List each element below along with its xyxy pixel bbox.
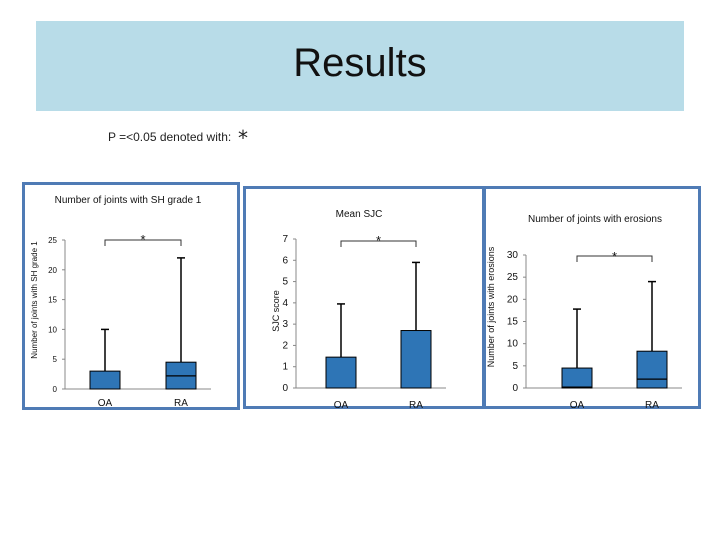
chart-panel-sh-grade: Number of joints with SH grade 1 Number o… [22, 182, 240, 410]
y-tick-label: 20 [507, 294, 519, 305]
x-tick-label: OA [570, 400, 585, 411]
y-tick-label: 15 [48, 296, 57, 305]
y-tick-label: 0 [53, 385, 58, 394]
y-tick-label: 5 [282, 277, 288, 288]
bar-oa [89, 370, 121, 390]
y-axis-label: SJC score [271, 290, 281, 332]
y-axis-label: Number of joints with erosions [486, 246, 496, 367]
x-tick-label: OA [98, 398, 113, 409]
bar-oa [325, 356, 357, 389]
x-tick-label: RA [409, 400, 423, 411]
title-banner: Results [36, 21, 684, 111]
chart-mean-sjc: Mean SJC SJC score 0 1 2 3 4 5 6 7 OA RA * [271, 209, 446, 411]
bar-oa [561, 367, 593, 389]
y-tick-label: 6 [282, 255, 288, 266]
y-tick-label: 0 [512, 383, 518, 394]
significance-symbol: * [238, 126, 248, 150]
y-tick-label: 20 [48, 266, 57, 275]
chart-panel-mean-sjc: Mean SJC SJC score 0 1 2 3 4 5 6 7 OA RA * [243, 186, 485, 411]
x-tick-label: RA [645, 400, 659, 411]
y-tick-label: 10 [507, 339, 519, 350]
significance-note: P =<0.05 denoted with: [108, 130, 232, 144]
y-tick-label: 10 [48, 325, 57, 334]
y-tick-label: 5 [53, 355, 58, 364]
y-tick-label: 3 [282, 319, 288, 330]
slide-title: Results [293, 41, 427, 85]
y-tick-label: 30 [507, 250, 519, 261]
bar-ra [400, 330, 432, 389]
significance-bracket [340, 240, 417, 247]
bar-ra [636, 350, 668, 389]
chart-title: Mean SJC [336, 209, 383, 220]
significance-bracket [104, 239, 182, 246]
y-tick-label: 0 [282, 383, 288, 394]
y-tick-label: 4 [282, 298, 288, 309]
chart-erosions: Number of joints with erosions Number of … [486, 214, 682, 411]
y-tick-label: 25 [507, 272, 519, 283]
chart-panel-erosions: Number of joints with erosions Number of … [483, 186, 701, 411]
y-tick-label: 1 [282, 362, 288, 373]
y-tick-label: 2 [282, 340, 288, 351]
chart-title: Number of joints with erosions [528, 214, 662, 225]
x-tick-label: OA [334, 400, 349, 411]
y-tick-label: 25 [48, 236, 57, 245]
chart-title: Number of joints with SH grade 1 [55, 195, 202, 206]
y-tick-label: 5 [512, 361, 518, 372]
x-tick-label: RA [174, 398, 188, 409]
significance-bracket [576, 255, 653, 262]
significance-star: * [612, 249, 617, 264]
y-tick-label: 15 [507, 317, 519, 328]
y-axis-label: Number of joints with SH grade 1 [30, 241, 39, 359]
significance-star: * [140, 232, 145, 247]
significance-star: * [376, 233, 381, 248]
chart-sh-grade: Number of joints with SH grade 1 Number o… [30, 195, 211, 409]
y-tick-label: 7 [282, 234, 288, 245]
